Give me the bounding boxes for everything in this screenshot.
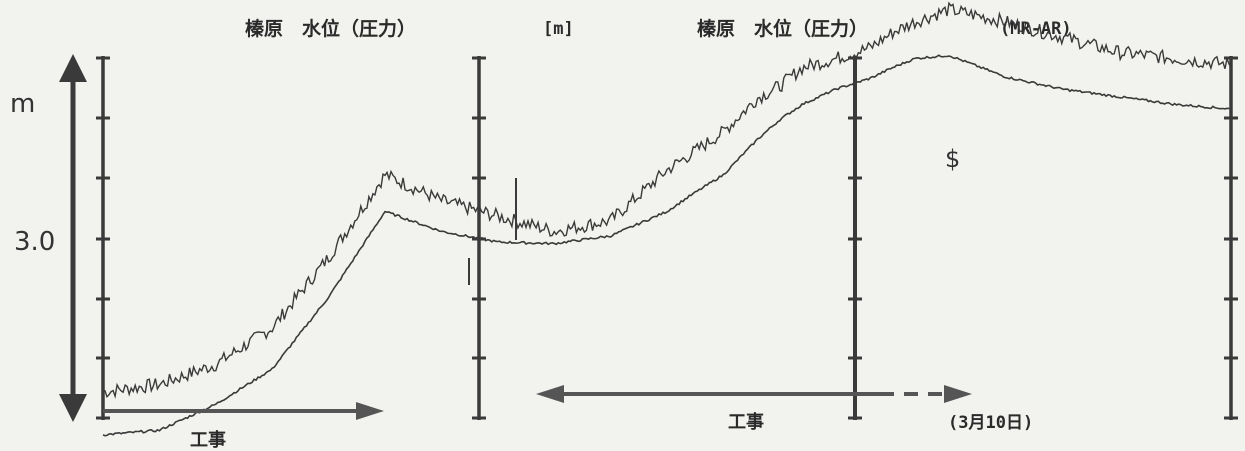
title-right: 榛原 水位（圧力）	[697, 17, 868, 40]
title-left: 榛原 水位（圧力）	[245, 17, 416, 40]
y-range-arrow	[59, 54, 87, 422]
y-unit-label: m	[10, 89, 35, 119]
series-group	[102, 1, 1232, 437]
construction-arrow-2	[536, 385, 972, 403]
series-marker-label: $	[945, 145, 960, 173]
construction-label-2: 工事	[728, 411, 764, 433]
date-label: (3月10日)	[948, 413, 1033, 433]
series-line-1	[102, 1, 1232, 399]
axes-group	[96, 56, 1238, 420]
title-unit: [m]	[543, 19, 574, 39]
y-tick-label: 3.0	[14, 227, 55, 257]
construction-label-1: 工事	[190, 429, 226, 451]
construction-arrow-1	[103, 402, 384, 420]
series-line-2	[102, 54, 1232, 437]
spike-marks	[468, 178, 517, 285]
